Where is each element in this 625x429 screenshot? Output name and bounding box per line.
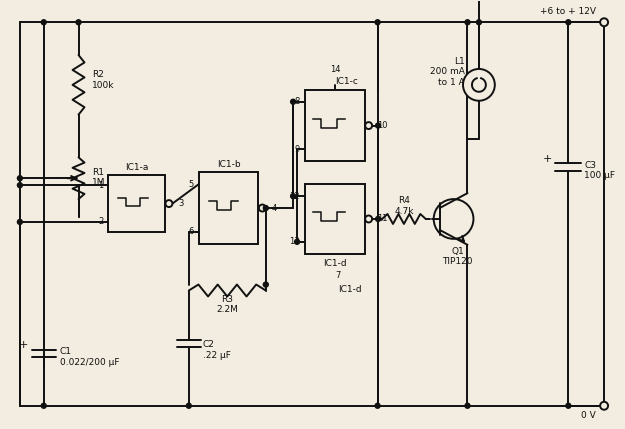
Text: L1
200 mA
to 1 A: L1 200 mA to 1 A: [430, 57, 465, 87]
Circle shape: [566, 20, 571, 25]
Text: R1
1M: R1 1M: [92, 168, 106, 187]
Text: IC1-c: IC1-c: [336, 77, 358, 86]
Circle shape: [600, 402, 608, 410]
Bar: [108, 175, 165, 232]
Circle shape: [376, 123, 381, 128]
Text: IC1-d: IC1-d: [323, 259, 347, 268]
Text: +: +: [543, 154, 552, 164]
Text: 0 V: 0 V: [581, 411, 596, 420]
Circle shape: [375, 403, 380, 408]
Bar: [305, 90, 364, 161]
Text: 14: 14: [329, 66, 340, 75]
Circle shape: [375, 20, 380, 25]
Circle shape: [18, 183, 22, 187]
Circle shape: [263, 282, 268, 287]
Circle shape: [259, 205, 266, 211]
Text: 3: 3: [178, 199, 183, 208]
Text: 4: 4: [271, 203, 276, 212]
Circle shape: [376, 217, 381, 221]
Text: 1: 1: [98, 181, 103, 190]
Text: R2
100k: R2 100k: [92, 70, 115, 90]
Circle shape: [365, 215, 372, 223]
Text: 2: 2: [98, 218, 103, 227]
Circle shape: [263, 205, 268, 211]
Circle shape: [186, 403, 191, 408]
Circle shape: [294, 239, 299, 244]
Bar: [199, 172, 258, 244]
Text: C3
100 μF: C3 100 μF: [584, 160, 615, 180]
Circle shape: [463, 69, 495, 101]
Text: 12: 12: [289, 192, 300, 201]
Text: 11: 11: [378, 214, 388, 224]
Text: 6: 6: [188, 227, 194, 236]
Circle shape: [465, 20, 470, 25]
Circle shape: [476, 20, 481, 25]
Text: R4
4.7k: R4 4.7k: [394, 196, 414, 216]
Circle shape: [76, 20, 81, 25]
Text: R3
2.2M: R3 2.2M: [216, 295, 238, 314]
Text: +: +: [19, 340, 28, 350]
Text: C2
.22 μF: C2 .22 μF: [202, 341, 231, 360]
Circle shape: [166, 200, 172, 207]
Text: 10: 10: [378, 121, 388, 130]
Bar: [305, 184, 364, 254]
Text: Q1
TIP120: Q1 TIP120: [442, 247, 472, 266]
Text: +6 to + 12V: +6 to + 12V: [540, 7, 596, 16]
Circle shape: [291, 99, 296, 104]
Circle shape: [41, 20, 46, 25]
Text: 5: 5: [189, 180, 194, 189]
Text: IC1-b: IC1-b: [217, 160, 241, 169]
Text: 8: 8: [295, 97, 300, 106]
Circle shape: [18, 220, 22, 224]
Text: IC1-a: IC1-a: [125, 163, 148, 172]
Circle shape: [465, 403, 470, 408]
Text: 13: 13: [289, 237, 300, 246]
Circle shape: [41, 403, 46, 408]
Circle shape: [291, 193, 296, 199]
Circle shape: [434, 199, 474, 239]
Circle shape: [566, 403, 571, 408]
Text: IC1-d: IC1-d: [338, 285, 362, 294]
Text: 9: 9: [295, 145, 300, 154]
Circle shape: [365, 122, 372, 129]
Text: C1
0.022/200 μF: C1 0.022/200 μF: [59, 347, 119, 367]
Circle shape: [18, 176, 22, 181]
Text: 7: 7: [335, 271, 341, 280]
Circle shape: [600, 18, 608, 26]
